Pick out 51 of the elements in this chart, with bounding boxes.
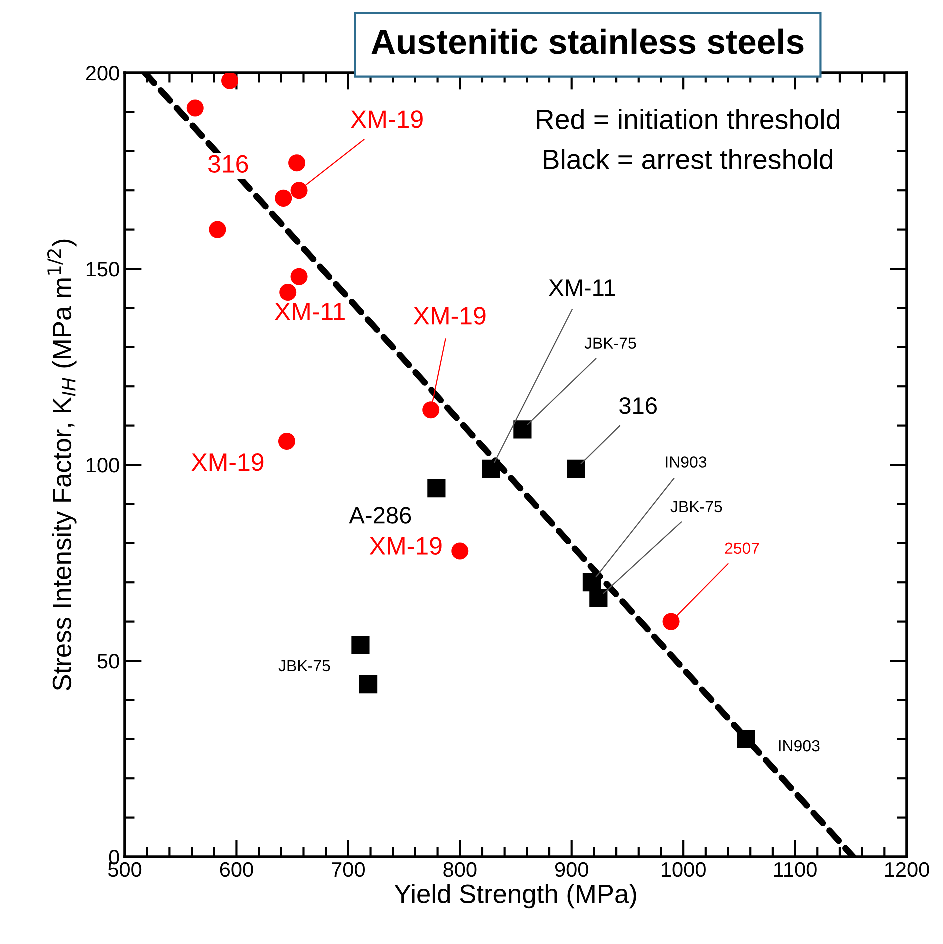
x-tick-label: 600: [220, 862, 254, 878]
point: [278, 432, 296, 450]
annotation: JBK-75: [670, 501, 722, 513]
point: [422, 402, 440, 419]
point: [514, 420, 532, 439]
annotation: 316: [620, 398, 657, 414]
annotation: Black = arrest threshold: [544, 149, 833, 170]
annotation: IN903: [666, 456, 707, 468]
annotation: XM-11: [274, 303, 345, 320]
point: [290, 268, 308, 286]
y-tick-label: 50: [98, 654, 120, 669]
y-tick-label: 100: [86, 458, 120, 473]
point: [359, 675, 378, 694]
y-axis-title: Stress Intensity Factor, K$_{IH}$ (MPa m$^{1/2}$): [47, 240, 77, 691]
point: [186, 100, 204, 117]
point: [222, 73, 239, 90]
point: [662, 613, 680, 630]
point: [275, 190, 292, 207]
x-tick-label: 1000: [662, 862, 706, 878]
point: [482, 460, 500, 478]
point: [352, 636, 370, 654]
chart-title: Austenitic stainless steels: [372, 28, 804, 54]
annotation: A-286: [349, 507, 412, 524]
annotation: 316: [208, 155, 248, 173]
point: [590, 589, 608, 608]
point: [428, 479, 446, 498]
y-tick-label: 200: [86, 66, 120, 81]
point: [452, 542, 469, 560]
x-tick-label: 1100: [774, 862, 817, 878]
annotation: 2507: [725, 542, 760, 554]
annotation: XM-19: [192, 453, 264, 472]
point: [737, 730, 756, 748]
point: [280, 284, 297, 302]
annotation: XM-19: [351, 110, 423, 128]
point: [567, 460, 586, 478]
x-tick-label: 800: [444, 862, 477, 878]
point: [209, 221, 226, 238]
x-axis-title: Yield Strength (MPa): [394, 884, 636, 909]
annotation: Red = initiation threshold: [537, 109, 840, 130]
annotation: XM-11: [549, 280, 616, 296]
y-tick-label: 150: [86, 262, 120, 277]
point: [288, 154, 306, 172]
annotation: IN903: [779, 740, 820, 752]
x-tick-label: 1200: [885, 862, 930, 878]
x-tick-label: 700: [332, 862, 365, 878]
point: [290, 182, 308, 200]
x-tick-label: 900: [555, 862, 588, 878]
annotation: XM-19: [370, 537, 442, 555]
annotation: JBK-75: [278, 660, 330, 672]
annotation: JBK-75: [584, 338, 636, 350]
annotation: XM-19: [414, 307, 486, 325]
